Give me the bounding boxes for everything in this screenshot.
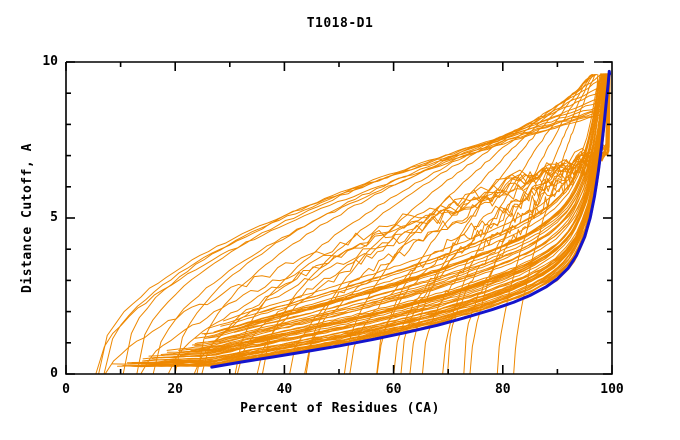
model-curve: [95, 73, 599, 374]
x-tick-label: 100: [600, 382, 624, 397]
x-tick-label: 60: [385, 382, 402, 397]
model-curve: [376, 73, 611, 374]
model-curves-group: [95, 73, 611, 374]
model-curve: [142, 73, 611, 362]
model-curve: [148, 73, 609, 357]
model-curve: [305, 73, 611, 374]
model-curve: [469, 73, 594, 374]
model-curve: [166, 73, 611, 364]
model-curve: [190, 73, 611, 352]
chart-title: T1018-D1: [306, 16, 374, 31]
model-curve: [304, 73, 611, 374]
model-curve: [219, 73, 606, 334]
x-tick-label: 80: [494, 382, 511, 397]
model-curve: [169, 73, 609, 362]
model-curve: [447, 73, 610, 374]
model-curve: [234, 73, 611, 374]
model-curve: [237, 73, 610, 374]
model-curve: [262, 73, 611, 374]
model-curve: [98, 73, 609, 374]
model-curve: [422, 73, 610, 374]
model-curve: [152, 73, 610, 374]
x-tick-label: 20: [167, 382, 184, 397]
model-curve: [289, 73, 609, 374]
y-tick-label: 0: [50, 366, 58, 381]
model-curve: [463, 73, 611, 374]
model-curve: [244, 73, 606, 326]
model-curve: [256, 73, 610, 374]
model-curve: [179, 73, 611, 356]
model-curve: [201, 73, 607, 335]
model-curve: [129, 73, 611, 365]
model-curve: [349, 73, 611, 374]
model-curve: [131, 73, 610, 364]
x-tick-label: 40: [276, 382, 293, 397]
reference-curve: [210, 69, 612, 369]
x-axis-label: Percent of Residues (CA): [240, 401, 440, 416]
model-curve: [178, 73, 609, 351]
y-tick-label: 5: [50, 210, 58, 225]
model-curve: [134, 73, 609, 365]
y-tick-label: 10: [42, 54, 58, 69]
model-curve: [105, 73, 609, 374]
model-curve: [140, 73, 611, 374]
model-curve: [194, 73, 610, 347]
model-curve: [196, 73, 611, 374]
reference-curve-group: [210, 69, 612, 369]
model-curve: [103, 73, 607, 374]
model-curve: [194, 73, 608, 345]
axes-frame: [65, 61, 613, 375]
model-curve: [220, 73, 604, 327]
x-tick-label: 0: [62, 382, 70, 397]
model-curve: [196, 73, 605, 344]
model-curve: [155, 73, 611, 366]
